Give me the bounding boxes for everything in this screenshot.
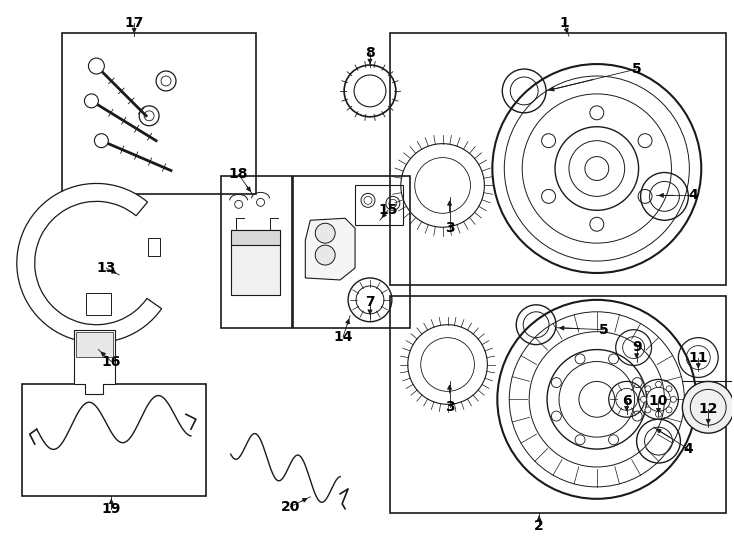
Bar <box>62 33 255 194</box>
Bar <box>294 177 410 328</box>
Text: 14: 14 <box>333 329 353 343</box>
Circle shape <box>683 381 734 433</box>
Circle shape <box>670 396 677 402</box>
Circle shape <box>542 190 556 204</box>
Circle shape <box>666 386 672 392</box>
Circle shape <box>84 94 98 108</box>
Text: 13: 13 <box>97 261 116 275</box>
Circle shape <box>645 407 651 413</box>
Circle shape <box>655 411 661 417</box>
Circle shape <box>542 134 556 147</box>
Bar <box>355 185 403 225</box>
Bar <box>148 238 160 256</box>
Bar <box>390 33 726 285</box>
Circle shape <box>575 435 585 445</box>
Circle shape <box>638 190 652 204</box>
Circle shape <box>632 377 642 388</box>
Circle shape <box>575 354 585 364</box>
Text: 5: 5 <box>599 323 608 337</box>
Bar <box>230 230 280 245</box>
Text: 17: 17 <box>125 16 144 30</box>
Circle shape <box>632 411 642 421</box>
Text: 16: 16 <box>101 355 121 368</box>
Polygon shape <box>73 330 115 394</box>
Bar <box>76 332 113 356</box>
Circle shape <box>641 396 647 402</box>
Circle shape <box>608 435 619 445</box>
Circle shape <box>590 106 604 120</box>
Text: 3: 3 <box>445 221 454 235</box>
Circle shape <box>655 381 661 387</box>
Text: 15: 15 <box>378 203 398 217</box>
Text: 2: 2 <box>534 519 544 532</box>
Text: 12: 12 <box>699 402 718 416</box>
Text: 19: 19 <box>101 502 121 516</box>
Text: 4: 4 <box>688 188 698 202</box>
Wedge shape <box>17 184 161 342</box>
Circle shape <box>590 217 604 231</box>
Circle shape <box>88 58 104 74</box>
Text: 7: 7 <box>366 295 375 309</box>
Bar <box>87 293 112 315</box>
Text: 8: 8 <box>365 46 375 60</box>
Text: 6: 6 <box>622 394 631 408</box>
Text: 20: 20 <box>280 500 300 514</box>
Circle shape <box>316 245 335 265</box>
Text: 18: 18 <box>229 167 248 181</box>
Circle shape <box>608 354 619 364</box>
Text: 11: 11 <box>688 350 708 365</box>
Bar <box>221 177 292 328</box>
Text: 9: 9 <box>632 340 642 354</box>
Text: 5: 5 <box>632 62 642 76</box>
Bar <box>230 230 280 295</box>
Circle shape <box>638 134 652 147</box>
Circle shape <box>551 411 562 421</box>
Circle shape <box>95 134 109 147</box>
Circle shape <box>316 223 335 243</box>
Text: 10: 10 <box>649 394 668 408</box>
Bar <box>22 384 206 496</box>
Bar <box>390 296 726 513</box>
Circle shape <box>666 407 672 413</box>
Circle shape <box>551 377 562 388</box>
Polygon shape <box>305 218 355 280</box>
Text: 3: 3 <box>445 400 454 414</box>
Text: 4: 4 <box>683 442 693 456</box>
Circle shape <box>645 386 651 392</box>
Text: 1: 1 <box>559 16 569 30</box>
